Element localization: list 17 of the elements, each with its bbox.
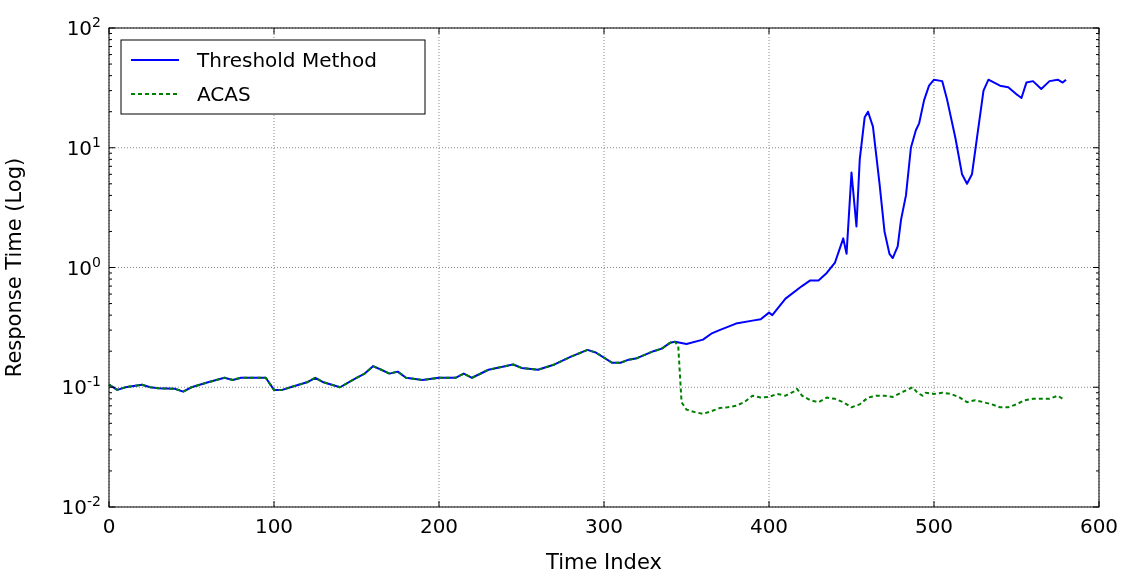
x-tick-label: 500 xyxy=(914,514,954,538)
y-tick-label: 10$^{0}$ xyxy=(66,253,101,280)
x-tick-label: 600 xyxy=(1079,514,1119,538)
x-tick-label: 400 xyxy=(749,514,789,538)
x-tick-label: 100 xyxy=(254,514,294,538)
legend-label: ACAS xyxy=(197,82,251,106)
x-axis-title: Time Index xyxy=(545,550,662,574)
y-axis-title: Response Time (Log) xyxy=(2,157,26,378)
line-series xyxy=(108,340,1064,415)
y-tick-label: 10$^{1}$ xyxy=(66,133,101,160)
x-tick-label: 0 xyxy=(102,514,116,538)
y-tick-label: 10$^{-1}$ xyxy=(61,373,101,400)
legend-label: Threshold Method xyxy=(196,48,377,72)
y-tick-label: 10$^{2}$ xyxy=(66,14,101,40)
x-tick-label: 300 xyxy=(584,514,624,538)
x-tick-label: 200 xyxy=(419,514,459,538)
y-tick-label: 10$^{-2}$ xyxy=(61,493,101,519)
